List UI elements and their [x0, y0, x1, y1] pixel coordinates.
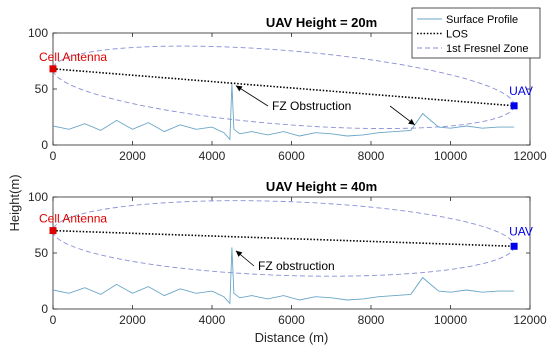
chart-panel-2: 0 2000 4000 6000 8000 10000 12000 0 50 100 UAV Hei… — [7, 174, 547, 345]
chart-title: UAV Height = 20m — [266, 15, 377, 30]
x-tick-label: 2000 — [119, 313, 146, 327]
x-tick-label: 0 — [50, 313, 57, 327]
x-tick-label: 10000 — [434, 149, 468, 163]
x-tick-label: 6000 — [278, 313, 305, 327]
x-axis-label: Distance (m) — [255, 330, 329, 345]
uav-label: UAV — [509, 84, 533, 98]
cell-antenna-marker — [50, 65, 57, 72]
cell-antenna-label: Cell Antenna — [39, 212, 107, 226]
legend: Surface Profile LOS 1st Fresnel Zone — [412, 8, 540, 58]
y-tick-label: 100 — [28, 190, 48, 204]
annotation-text: FZ obstruction — [258, 259, 335, 273]
legend-entry-label: 1st Fresnel Zone — [446, 43, 529, 55]
cell-antenna-marker — [50, 227, 57, 234]
x-tick-label: 12000 — [513, 149, 547, 163]
x-tick-label: 6000 — [278, 149, 305, 163]
chart-title: UAV Height = 40m — [266, 179, 377, 194]
y-axis-label: Height(m) — [7, 174, 22, 231]
x-tick-label: 0 — [50, 149, 57, 163]
uav-label: UAV — [509, 224, 533, 238]
y-tick-label: 0 — [41, 302, 48, 316]
x-tick-label: 2000 — [119, 149, 146, 163]
cell-antenna-label: Cell Antenna — [39, 50, 107, 64]
legend-entry-label: Surface Profile — [446, 14, 518, 26]
y-tick-label: 0 — [41, 138, 48, 152]
y-tick-label: 50 — [35, 82, 49, 96]
chart-panel-1: 0 2000 4000 6000 8000 10000 12000 0 50 100 UAV Hei… — [28, 8, 547, 163]
annotation-text: FZ Obstruction — [272, 99, 351, 113]
y-tick-label: 50 — [35, 246, 49, 260]
x-tick-label: 8000 — [358, 313, 385, 327]
legend-entry-label: LOS — [446, 29, 468, 41]
x-tick-label: 10000 — [434, 313, 468, 327]
x-tick-label: 8000 — [358, 149, 385, 163]
x-tick-label: 4000 — [199, 313, 226, 327]
uav-marker — [511, 243, 518, 250]
y-tick-label: 100 — [28, 26, 48, 40]
axes-frame — [53, 197, 530, 309]
x-tick-label: 12000 — [513, 313, 547, 327]
x-tick-label: 4000 — [199, 149, 226, 163]
uav-marker — [511, 102, 518, 109]
